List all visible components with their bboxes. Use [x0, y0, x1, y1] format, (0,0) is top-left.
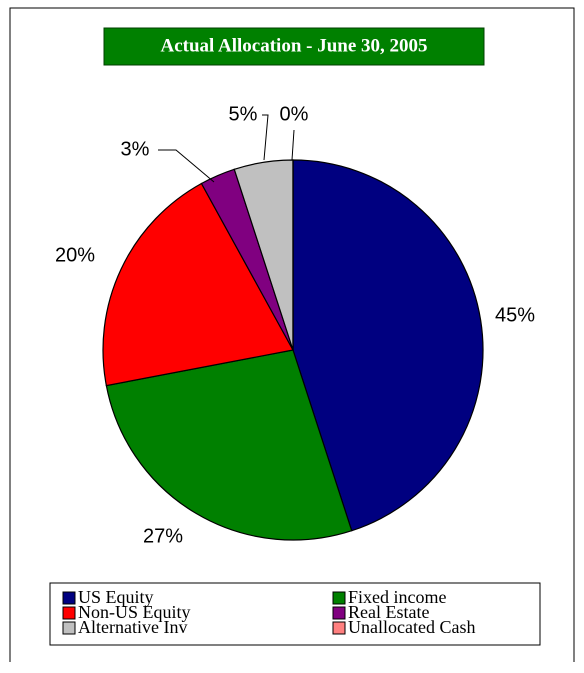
data-label: 27% [143, 525, 183, 547]
legend-swatch [332, 621, 346, 635]
legend-swatch [332, 591, 346, 605]
data-label: 20% [55, 244, 95, 266]
pie-slice [292, 159, 484, 532]
legend-label: Fixed income [348, 587, 446, 607]
legend-swatch [62, 591, 76, 605]
legend-label: Alternative Inv [78, 617, 187, 637]
legend-swatch [62, 606, 76, 620]
leader-line [262, 114, 269, 161]
legend-swatch [62, 621, 76, 635]
chart-title: Actual Allocation - June 30, 2005 [160, 35, 427, 56]
chart-frame [9, 7, 575, 662]
leader-line [158, 149, 215, 183]
pie-slice [105, 349, 353, 541]
legend-swatch [332, 606, 346, 620]
legend-label: Real Estate [348, 602, 429, 622]
pie-slice [102, 182, 294, 387]
title-box [103, 27, 485, 66]
legend-box [49, 582, 541, 646]
leader-line [291, 129, 295, 161]
data-label: 5% [229, 103, 258, 125]
data-label: 0% [280, 103, 309, 125]
legend-label: US Equity [78, 587, 154, 607]
data-label: 3% [121, 138, 150, 160]
legend-label: Non-US Equity [78, 602, 191, 622]
data-label: 45% [495, 304, 535, 326]
legend-label: Unallocated Cash [348, 617, 475, 637]
